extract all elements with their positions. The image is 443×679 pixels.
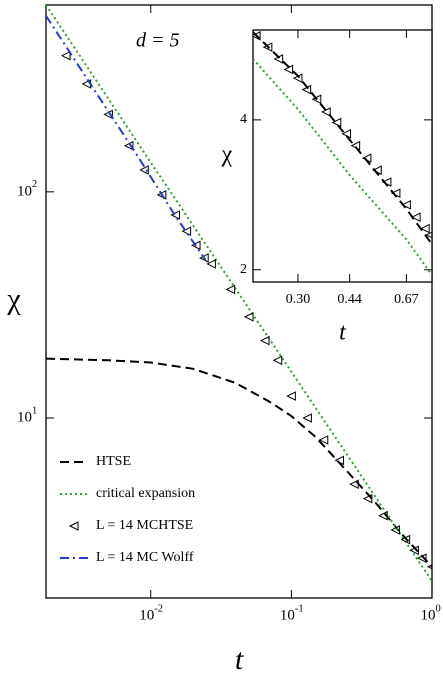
tick-label: 0.30 <box>286 292 311 307</box>
marker <box>361 153 372 164</box>
marker <box>286 391 296 401</box>
marker <box>170 210 180 220</box>
tick-label: 10 <box>421 607 436 623</box>
tick-exponent: -1 <box>295 603 304 614</box>
plot-area <box>46 5 432 582</box>
tick-label: 0.67 <box>394 292 419 307</box>
marker <box>400 534 411 545</box>
marker <box>390 188 401 198</box>
marker <box>283 64 294 75</box>
marker <box>272 355 283 366</box>
marker <box>416 553 427 563</box>
series-line <box>46 357 432 568</box>
marker <box>311 94 322 105</box>
tick-label: 4 <box>240 112 247 127</box>
marker <box>372 165 382 175</box>
legend-label: L = 14 MCHTSE <box>96 518 193 533</box>
marker <box>199 253 209 263</box>
tick-label: 10 <box>17 183 32 199</box>
x-axis-label: t <box>235 643 244 676</box>
marker <box>139 165 149 175</box>
legend-label: critical expansion <box>96 486 195 501</box>
marker <box>341 128 352 139</box>
series-line <box>46 5 432 582</box>
tick-label: 0.44 <box>337 292 362 307</box>
marker <box>190 240 201 251</box>
marker <box>409 545 419 556</box>
tick-label: 10 <box>139 607 154 623</box>
tick-exponent: 1 <box>32 405 37 416</box>
tick-label: 10 <box>17 409 32 425</box>
marker <box>349 479 359 489</box>
tick-label: 10 <box>280 607 295 623</box>
marker <box>410 212 421 223</box>
legend-label: L = 14 MC Wolff <box>96 550 194 565</box>
marker <box>350 140 361 151</box>
marker <box>273 54 284 64</box>
tick-exponent: 0 <box>436 603 441 614</box>
marker <box>206 259 216 269</box>
legend-marker <box>68 521 79 531</box>
marker <box>292 73 303 83</box>
marker <box>378 510 388 521</box>
marker <box>243 312 254 322</box>
tick-label: 2 <box>240 262 247 277</box>
marker <box>321 107 331 117</box>
marker <box>401 200 411 210</box>
tick-exponent: -2 <box>154 603 163 614</box>
plot-area <box>253 30 432 276</box>
marker <box>60 50 71 61</box>
series-line <box>46 15 207 261</box>
y-axis-label: χ <box>221 142 233 168</box>
marker <box>318 435 329 445</box>
marker <box>381 177 392 187</box>
y-axis-label: χ <box>6 282 21 315</box>
x-axis-label: t <box>339 320 347 346</box>
tick-exponent: 2 <box>32 179 37 190</box>
marker <box>225 284 236 295</box>
series-line <box>253 58 432 276</box>
annotation: d = 5 <box>136 30 180 52</box>
marker <box>253 30 261 41</box>
legend-label: HTSE <box>96 454 131 469</box>
marker <box>362 493 373 504</box>
marker <box>259 335 270 346</box>
marker <box>425 231 432 239</box>
plot-frame <box>252 29 433 283</box>
marker <box>331 117 342 128</box>
marker <box>390 525 400 535</box>
marker <box>302 413 312 423</box>
marker <box>301 84 312 95</box>
marker <box>420 223 430 234</box>
series-line <box>253 31 432 245</box>
marker <box>262 42 273 52</box>
marker <box>181 226 192 236</box>
marker <box>334 455 345 466</box>
